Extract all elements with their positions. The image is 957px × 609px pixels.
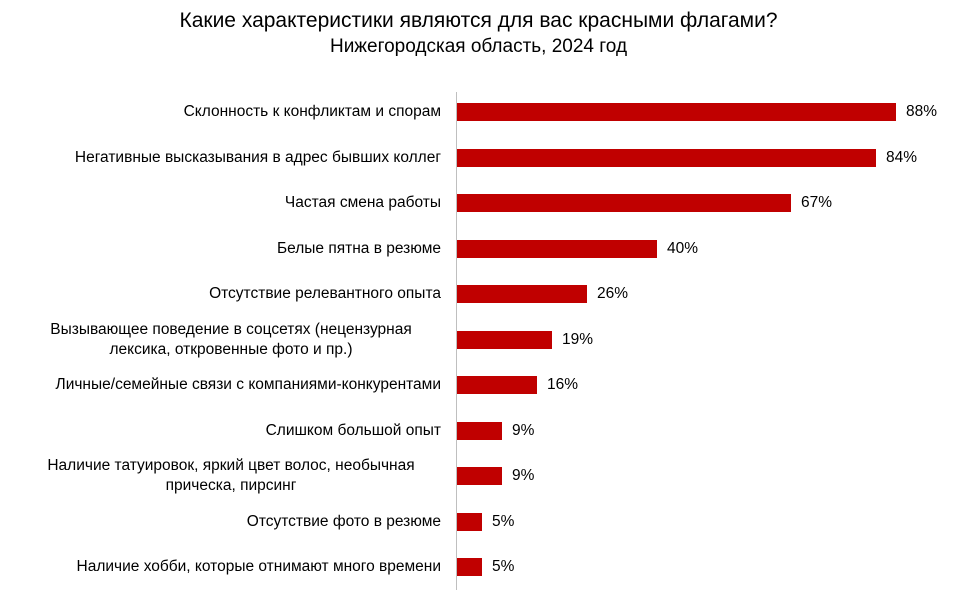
category-label: Отсутствие релевантного опыта bbox=[209, 285, 441, 302]
bar-row: Негативные высказывания в адрес бывших к… bbox=[0, 138, 957, 178]
category-label: Наличие хобби, которые отнимают много вр… bbox=[76, 558, 441, 575]
value-label: 5% bbox=[492, 558, 515, 575]
bar bbox=[457, 421, 502, 440]
category-label: Склонность к конфликтам и спорам bbox=[183, 103, 441, 120]
category-label: Вызывающее поведение в соцсетях (нецензу… bbox=[50, 320, 412, 358]
y-axis-line bbox=[456, 92, 457, 590]
bar-row: Отсутствие релевантного опыта 26% bbox=[0, 274, 957, 314]
bar bbox=[457, 512, 482, 531]
value-label: 40% bbox=[667, 239, 699, 257]
value-label: 67% bbox=[801, 194, 833, 211]
bar-row: Наличие хобби, которые отнимают много вр… bbox=[0, 547, 957, 587]
bar-row: Личные/семейные связи с компаниями-конку… bbox=[0, 365, 957, 405]
bar bbox=[457, 285, 587, 303]
value-label: 84% bbox=[886, 148, 918, 166]
category-label: Личные/семейные связи с компаниями-конку… bbox=[55, 376, 441, 393]
bar-row: Наличие татуировок, яркий цвет волос, не… bbox=[0, 456, 957, 496]
value-label: 5% bbox=[492, 512, 515, 530]
bar-row: Отсутствие фото в резюме 5% bbox=[0, 502, 957, 542]
category-label: Частая смена работы bbox=[284, 194, 441, 211]
bar bbox=[457, 239, 657, 258]
bar bbox=[457, 194, 791, 212]
value-label: 9% bbox=[512, 467, 535, 484]
bar bbox=[457, 467, 502, 485]
value-label: 26% bbox=[597, 285, 629, 302]
category-label: Негативные высказывания в адрес бывших к… bbox=[74, 148, 441, 166]
bar bbox=[457, 376, 537, 394]
category-label: Наличие татуировок, яркий цвет волос, не… bbox=[47, 457, 415, 494]
bar bbox=[457, 148, 876, 167]
bar bbox=[457, 558, 482, 576]
bar-row: Вызывающее поведение в соцсетях (нецензу… bbox=[0, 320, 957, 360]
value-label: 16% bbox=[547, 376, 579, 393]
chart-subtitle: Нижегородская область, 2024 год bbox=[329, 36, 628, 57]
bar-row: Частая смена работы 67% bbox=[0, 183, 957, 223]
bar-row: Белые пятна в резюме 40% bbox=[0, 229, 957, 269]
value-label: 88% bbox=[906, 103, 938, 120]
bar bbox=[457, 103, 896, 121]
bar-row: Склонность к конфликтам и спорам 88% bbox=[0, 92, 957, 132]
category-label: Слишком большой опыт bbox=[265, 421, 441, 439]
bar-row: Слишком большой опыт 9% bbox=[0, 411, 957, 451]
value-label: 19% bbox=[562, 330, 594, 348]
category-label: Белые пятна в резюме bbox=[276, 239, 441, 257]
value-label: 9% bbox=[512, 421, 535, 439]
category-label: Отсутствие фото в резюме bbox=[246, 512, 441, 530]
bar bbox=[457, 330, 552, 349]
chart-title: Какие характеристики являются для вас кр… bbox=[179, 9, 778, 32]
